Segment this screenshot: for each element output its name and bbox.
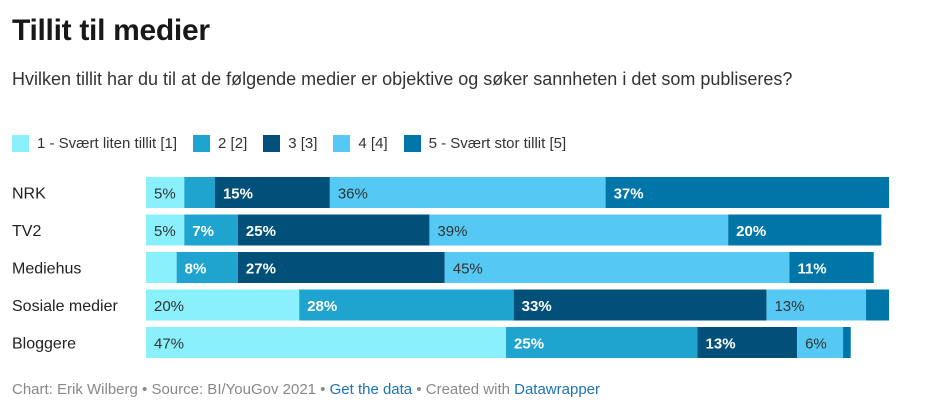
chart-footer: Chart: Erik Wilberg • Source: BI/YouGov … <box>12 381 600 398</box>
data-label: 36% <box>338 186 368 203</box>
bar-segment <box>429 214 729 246</box>
legend-label: 3 [3] <box>288 135 318 152</box>
bar-segment <box>766 289 867 321</box>
bar-segment <box>843 327 851 358</box>
bar-segment <box>329 177 606 208</box>
legend-item: 1 - Svært liten tillit [1] <box>12 135 177 152</box>
bar-segment <box>513 289 767 321</box>
category-label: Mediehus <box>12 261 81 278</box>
category-label: NRK <box>12 186 46 203</box>
bar-segment <box>797 327 844 358</box>
legend-item: 5 - Svært stor tillit [5] <box>403 135 567 152</box>
legend-label: 1 - Svært liten tillit [1] <box>37 135 178 152</box>
data-label: 6% <box>805 336 827 353</box>
chart-title: Tillit til medier <box>12 14 210 47</box>
legend-label: 5 - Svært stor tillit [5] <box>428 135 567 152</box>
data-label: 33% <box>522 298 552 315</box>
legend-swatch <box>333 135 351 152</box>
category-label: TV2 <box>12 223 41 240</box>
bar-segment <box>728 214 882 246</box>
footer-created-with: • Created with <box>412 381 515 398</box>
data-label: 11% <box>797 261 826 278</box>
data-label: 15% <box>223 186 253 203</box>
datawrapper-link[interactable]: Datawrapper <box>514 381 601 398</box>
legend-label: 2 [2] <box>218 135 248 152</box>
legend-item: 4 [4] <box>333 135 388 152</box>
bar-segment <box>697 327 798 358</box>
bar-segment <box>146 252 177 283</box>
category-label: Sosiale medier <box>12 298 119 315</box>
footer-credits: Chart: Erik Wilberg • Source: BI/YouGov … <box>12 381 330 398</box>
bar-segment <box>176 252 238 283</box>
get-the-data-link[interactable]: Get the data <box>329 381 413 398</box>
bar-segment <box>184 214 238 246</box>
bar-segment <box>184 177 215 208</box>
legend-item: 2 [2] <box>193 135 247 152</box>
bar-segment <box>506 327 698 358</box>
data-label: 37% <box>614 186 644 203</box>
bar-segment <box>214 177 330 208</box>
legend-label: 4 [4] <box>358 135 388 152</box>
data-label: 39% <box>437 223 467 240</box>
data-label: 47% <box>154 336 184 353</box>
bar-segment <box>866 289 890 321</box>
legend-swatch <box>263 135 281 152</box>
legend-swatch <box>193 135 211 152</box>
bar-segment <box>146 289 300 321</box>
bar-segment <box>146 177 185 208</box>
data-label: 45% <box>453 261 483 278</box>
data-label: 20% <box>154 298 184 315</box>
chart-subtitle: Hvilken tillit har du til at de følgende… <box>12 69 793 89</box>
bar-segment <box>237 252 445 283</box>
data-label: 27% <box>246 261 276 278</box>
bar-segment <box>605 177 890 208</box>
data-label: 25% <box>246 223 276 240</box>
data-label: 7% <box>192 223 214 240</box>
data-label: 5% <box>154 186 176 203</box>
bar-segment <box>146 214 185 246</box>
data-label: 20% <box>736 223 766 240</box>
legend-swatch <box>12 135 29 152</box>
legend-item: 3 [3] <box>263 135 317 152</box>
legend-swatch <box>403 135 421 152</box>
bar-segment <box>299 289 514 321</box>
data-label: 13% <box>706 336 736 353</box>
bar-segment <box>444 252 790 283</box>
bar-segment <box>146 327 507 358</box>
category-label: Bloggere <box>12 336 76 353</box>
stacked-bar-chart: NRK 5% 15% 36% 37% TV2 5% 7% 25% 39% 20% Mediehus 8%… <box>12 177 890 358</box>
data-label: 28% <box>307 298 337 315</box>
bar-segment <box>237 214 430 246</box>
data-label: 13% <box>774 298 804 315</box>
legend: 1 - Svært liten tillit [1] 2 [2] 3 [3] 4 [4… <box>12 135 566 152</box>
data-label: 8% <box>185 261 207 278</box>
data-label: 5% <box>154 223 176 240</box>
data-label: 25% <box>514 336 544 353</box>
bar-segment <box>789 252 874 283</box>
